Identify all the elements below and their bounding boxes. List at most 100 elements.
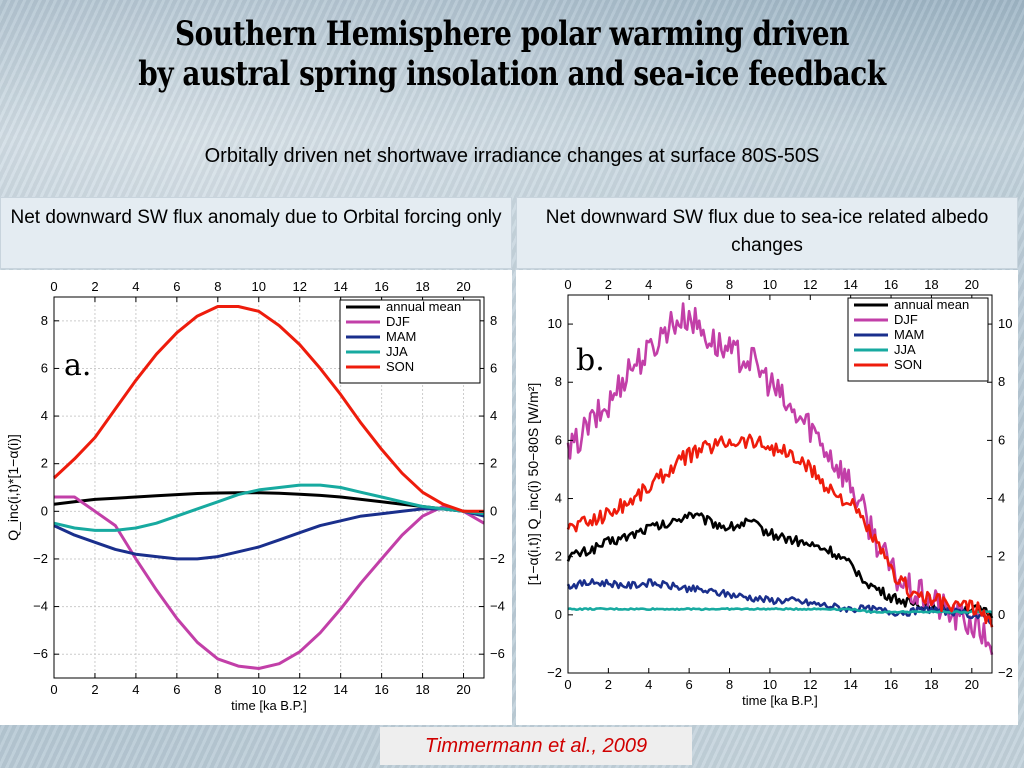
- x-tick-label-top: 10: [252, 279, 266, 294]
- y-tick-label-right: 0: [998, 607, 1005, 622]
- x-tick-label-top: 18: [415, 279, 429, 294]
- x-tick-label: 0: [564, 677, 571, 692]
- x-tick-label: 8: [214, 682, 221, 697]
- y-tick-label: −4: [33, 599, 48, 614]
- y-tick-label-right: 4: [490, 408, 497, 423]
- x-tick-label-top: 12: [803, 277, 817, 292]
- y-tick-label: −2: [33, 551, 48, 566]
- y-tick-label: −2: [547, 665, 562, 680]
- x-tick-label: 2: [91, 682, 98, 697]
- slide-subtitle: Orbitally driven net shortwave irradianc…: [204, 145, 820, 167]
- y-tick-label: −6: [33, 646, 48, 661]
- x-tick-label-top: 18: [924, 277, 938, 292]
- series-line-djf: [566, 302, 994, 655]
- x-tick-label: 18: [415, 682, 429, 697]
- y-tick-label: 6: [555, 432, 562, 447]
- y-tick-label: 0: [41, 503, 48, 518]
- series-line-djf: [54, 495, 485, 670]
- y-tick-label-right: 2: [998, 549, 1005, 564]
- legend-entry: JJA: [894, 342, 916, 357]
- x-tick-label: 2: [605, 677, 612, 692]
- y-tick-label-right: 2: [490, 456, 497, 471]
- plot-frame: [567, 294, 993, 674]
- y-tick-label-right: 10: [998, 316, 1012, 331]
- y-tick-label-right: −4: [490, 599, 505, 614]
- plot-frame: [53, 296, 485, 679]
- x-tick-label-top: 8: [214, 279, 221, 294]
- y-tick-label: 8: [41, 313, 48, 328]
- x-tick-label: 14: [843, 677, 857, 692]
- x-tick-label: 12: [292, 682, 306, 697]
- series-line-jja: [53, 483, 485, 532]
- y-axis-label: Q_inc(i,t)*[1−α(i)]: [5, 434, 21, 541]
- x-tick-label: 16: [884, 677, 898, 692]
- slide-title: Southern Hemisphere polar warming driven…: [92, 14, 932, 94]
- legend-entry: annual mean: [386, 299, 461, 314]
- legend-entry: SON: [894, 357, 922, 372]
- x-tick-label: 0: [50, 682, 57, 697]
- x-tick-label-top: 0: [50, 279, 57, 294]
- y-tick-label-right: 8: [998, 374, 1005, 389]
- y-tick-label: 0: [555, 607, 562, 622]
- x-tick-label: 14: [333, 682, 347, 697]
- y-tick-label-right: 6: [490, 360, 497, 375]
- citation: Timmermann et al., 2009: [380, 727, 692, 765]
- y-tick-label: 2: [555, 549, 562, 564]
- x-tick-label-top: 16: [374, 279, 388, 294]
- x-tick-label-top: 2: [605, 277, 612, 292]
- x-tick-label-top: 14: [843, 277, 857, 292]
- chart-a: 0 0 2 2 4 4 6 6 8 8 10 10 12 12 14 14 16 16 18 18 20 20 −6 −6 −4…: [0, 270, 512, 725]
- y-axis-label: [1−α(i,t)] Q_inc(i) 50−80S [W/m²]: [525, 383, 541, 586]
- legend-entry: MAM: [386, 329, 416, 344]
- x-tick-label-top: 8: [726, 277, 733, 292]
- series-line-jja: [567, 607, 993, 614]
- x-tick-label-top: 4: [132, 279, 139, 294]
- x-tick-label-top: 14: [333, 279, 347, 294]
- x-tick-label: 4: [132, 682, 139, 697]
- chart-b: 0 0 2 2 4 4 6 6 8 8 10 10 12 12 14 14 16 16 18 18 20 20 −2 −2 0 0…: [516, 270, 1018, 725]
- panel-a-header: Net downward SW flux anomaly due to Orbi…: [0, 197, 512, 269]
- x-tick-label-top: 4: [645, 277, 652, 292]
- x-tick-label: 12: [803, 677, 817, 692]
- legend-entry: DJF: [386, 314, 410, 329]
- panel-label: b.: [576, 343, 605, 378]
- legend-box: [847, 297, 989, 382]
- x-tick-label: 18: [924, 677, 938, 692]
- y-tick-label: 4: [555, 491, 562, 506]
- x-tick-label-top: 20: [965, 277, 979, 292]
- y-tick-label-right: 0: [490, 503, 497, 518]
- y-tick-label-right: 6: [998, 432, 1005, 447]
- y-tick-label-right: −2: [490, 551, 505, 566]
- x-tick-label: 10: [763, 677, 777, 692]
- y-tick-label-right: 4: [998, 491, 1005, 506]
- x-tick-label: 20: [965, 677, 979, 692]
- y-tick-label: 10: [548, 316, 562, 331]
- x-tick-label-top: 16: [884, 277, 898, 292]
- x-tick-label-top: 2: [91, 279, 98, 294]
- y-tick-label: 8: [555, 374, 562, 389]
- title-line-1: Southern Hemisphere polar warming driven: [174, 14, 850, 54]
- x-tick-label-top: 0: [564, 277, 571, 292]
- series-line-son: [566, 433, 994, 628]
- x-tick-label: 8: [726, 677, 733, 692]
- series-line-mam: [566, 578, 993, 625]
- legend-entry: SON: [386, 359, 414, 374]
- legend-entry: DJF: [894, 312, 918, 327]
- legend-entry: JJA: [386, 344, 408, 359]
- y-tick-label-right: −2: [998, 665, 1013, 680]
- x-tick-label: 6: [686, 677, 693, 692]
- x-tick-label-top: 10: [763, 277, 777, 292]
- x-tick-label-top: 6: [173, 279, 180, 294]
- legend-entry: MAM: [894, 327, 924, 342]
- y-tick-label: 2: [41, 456, 48, 471]
- series-line-son: [52, 305, 484, 513]
- x-tick-label: 16: [374, 682, 388, 697]
- panel-label: a.: [64, 348, 91, 383]
- x-tick-label-top: 12: [292, 279, 306, 294]
- x-tick-label: 10: [252, 682, 266, 697]
- y-tick-label: 6: [41, 360, 48, 375]
- legend-box: [339, 299, 481, 384]
- x-axis-label: time [ka B.P.]: [231, 698, 307, 713]
